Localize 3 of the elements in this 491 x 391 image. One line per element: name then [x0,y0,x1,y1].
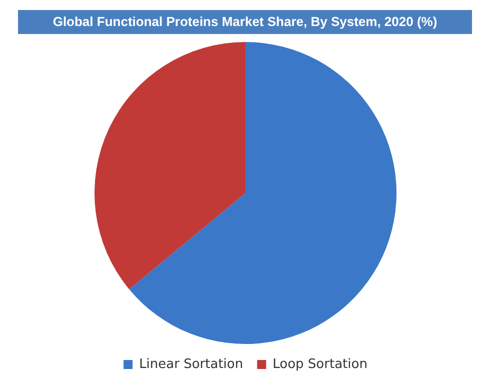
chart-title: Global Functional Proteins Market Share, By System, 2020 (%) [18,10,472,34]
legend-label: Loop Sortation [272,356,368,372]
legend-label: Linear Sortation [139,356,244,372]
